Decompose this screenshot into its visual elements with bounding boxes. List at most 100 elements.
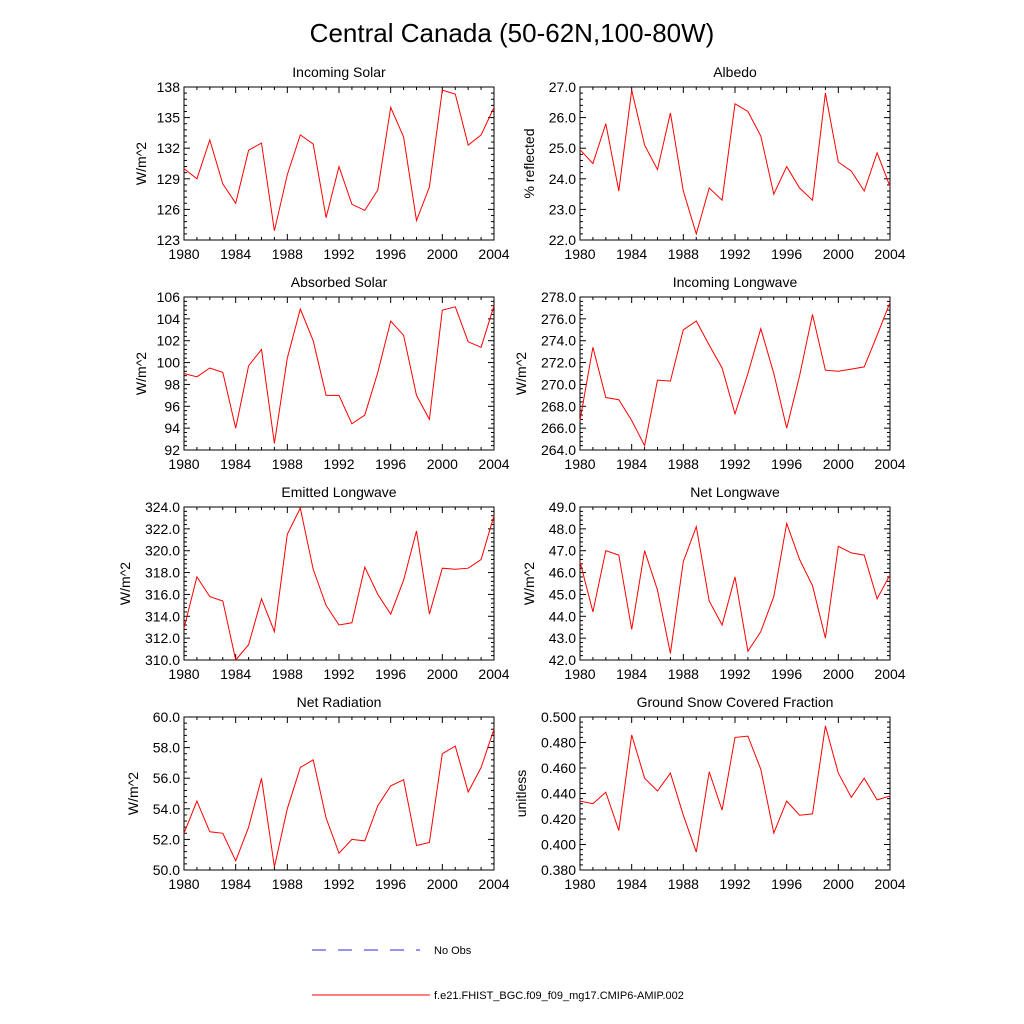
albedo-xtick-label: 1996 [771,246,802,262]
incoming-longwave-xtick-label: 1988 [668,456,699,472]
emitted-longwave-xtick-label: 1992 [323,666,354,682]
incoming-solar-ytick-label: 138 [157,79,181,95]
emitted-longwave-ytick-label: 322.0 [145,521,180,537]
ground-snow-covered-fraction-ytick-label: 0.400 [541,837,576,853]
ground-snow-covered-fraction-xtick-label: 1992 [719,876,750,892]
albedo-ytick-label: 25.0 [549,140,576,156]
incoming-solar-ylabel: W/m^2 [133,142,149,185]
incoming-solar-ytick-label: 129 [157,171,181,187]
emitted-longwave-panel: Emitted Longwave 1980 1984 1988 1992 1996 2000… [117,484,510,682]
net-longwave-panel: Net Longwave 1980 1984 1988 1992 1996 2000 2004… [521,484,906,682]
incoming-longwave-ytick-label: 276.0 [541,311,576,327]
ground-snow-covered-fraction-title: Ground Snow Covered Fraction [637,694,834,710]
incoming-longwave-xtick-label: 2004 [874,456,905,472]
incoming-solar-xtick-label: 1980 [168,246,199,262]
emitted-longwave-xtick-label: 1996 [375,666,406,682]
absorbed-solar-xtick-label: 1988 [272,456,303,472]
ground-snow-covered-fraction-ytick-label: 0.480 [541,735,576,751]
incoming-longwave-ytick-label: 274.0 [541,333,576,349]
net-radiation-xtick-label: 1988 [272,876,303,892]
net-longwave-xtick-label: 1980 [564,666,595,682]
ground-snow-covered-fraction-series-line [579,725,891,853]
ground-snow-covered-fraction-ytick-label: 0.440 [541,786,576,802]
net-radiation-frame [183,716,495,871]
net-longwave-ytick-label: 48.0 [549,521,576,537]
emitted-longwave-xtick-label: 1980 [168,666,199,682]
albedo-ytick-label: 24.0 [549,171,576,187]
absorbed-solar-ytick-label: 102 [157,333,181,349]
net-longwave-ytick-label: 46.0 [549,565,576,581]
incoming-longwave-xtick-label: 1984 [616,456,647,472]
legend-model-label: f.e21.FHIST_BGC.f09_f09_mg17.CMIP6-AMIP.… [434,990,684,1002]
net-longwave-series-line [579,521,891,654]
albedo-xtick-label: 1984 [616,246,647,262]
albedo-ytick-label: 27.0 [549,79,576,95]
incoming-longwave-xtick-label: 1992 [719,456,750,472]
incoming-solar-ytick-label: 135 [157,110,181,126]
net-radiation-ytick-label: 56.0 [153,770,180,786]
absorbed-solar-ytick-label: 106 [157,289,181,305]
net-longwave-xtick-label: 1984 [616,666,647,682]
net-radiation-panel: Net Radiation 1980 1984 1988 1992 1996 2000 200… [125,694,510,892]
albedo-xtick-label: 1992 [719,246,750,262]
absorbed-solar-ytick-label: 94 [164,420,180,436]
emitted-longwave-ylabel: W/m^2 [117,562,133,605]
net-longwave-ytick-label: 42.0 [549,652,576,668]
net-longwave-ytick-label: 45.0 [549,586,576,602]
absorbed-solar-frame [183,296,495,451]
emitted-longwave-ytick-label: 314.0 [145,608,180,624]
ground-snow-covered-fraction-ylabel: unitless [513,770,529,817]
albedo-ytick-label: 26.0 [549,110,576,126]
ground-snow-covered-fraction-ytick-label: 0.460 [541,760,576,776]
incoming-solar-xtick-label: 1992 [323,246,354,262]
net-radiation-ytick-label: 60.0 [153,709,180,725]
emitted-longwave-title: Emitted Longwave [281,484,396,500]
emitted-longwave-xtick-label: 2000 [427,666,458,682]
net-radiation-ytick-label: 54.0 [153,801,180,817]
legend: No Obs f.e21.FHIST_BGC.f09_f09_mg17.CMIP… [312,945,684,1002]
incoming-solar-frame [183,86,495,241]
absorbed-solar-ylabel: W/m^2 [133,352,149,395]
incoming-solar-ytick-label: 123 [157,232,181,248]
albedo-ytick-label: 22.0 [549,232,576,248]
ground-snow-covered-fraction-xtick-label: 2000 [823,876,854,892]
incoming-longwave-ytick-label: 272.0 [541,355,576,371]
net-longwave-xtick-label: 2004 [874,666,905,682]
incoming-longwave-xtick-label: 2000 [823,456,854,472]
absorbed-solar-xtick-label: 1980 [168,456,199,472]
ground-snow-covered-fraction-xtick-label: 1984 [616,876,647,892]
net-longwave-xtick-label: 2000 [823,666,854,682]
incoming-longwave-ytick-label: 266.0 [541,420,576,436]
net-longwave-ytick-label: 49.0 [549,499,576,515]
absorbed-solar-ytick-label: 100 [157,355,181,371]
net-radiation-series-line [183,729,495,868]
ground-snow-covered-fraction-panel: Ground Snow Covered Fraction 1980 1984 1988… [513,694,906,892]
incoming-longwave-title: Incoming Longwave [673,274,798,290]
net-longwave-ylabel: W/m^2 [521,562,537,605]
net-longwave-ytick-label: 43.0 [549,630,576,646]
albedo-xtick-label: 1988 [668,246,699,262]
emitted-longwave-xtick-label: 2004 [478,666,509,682]
net-radiation-xtick-label: 1992 [323,876,354,892]
absorbed-solar-xtick-label: 1984 [220,456,251,472]
figure-title: Central Canada (50-62N,100-80W) [310,18,715,48]
net-longwave-title: Net Longwave [690,484,780,500]
incoming-solar-title: Incoming Solar [292,64,386,80]
albedo-ytick-label: 23.0 [549,201,576,217]
net-longwave-ytick-label: 47.0 [549,543,576,559]
albedo-xtick-label: 1980 [564,246,595,262]
incoming-longwave-frame [579,296,891,451]
absorbed-solar-ytick-label: 104 [157,311,181,327]
net-radiation-title: Net Radiation [297,694,382,710]
emitted-longwave-ytick-label: 312.0 [145,630,180,646]
emitted-longwave-xtick-label: 1988 [272,666,303,682]
incoming-solar-xtick-label: 1984 [220,246,251,262]
albedo-frame [579,86,891,241]
incoming-longwave-panel: Incoming Longwave 1980 1984 1988 1992 1996 200… [513,274,906,472]
emitted-longwave-ytick-label: 316.0 [145,586,180,602]
net-longwave-frame [579,506,891,661]
incoming-longwave-ytick-label: 268.0 [541,398,576,414]
incoming-solar-xtick-label: 2000 [427,246,458,262]
incoming-solar-xtick-label: 1988 [272,246,303,262]
albedo-xtick-label: 2000 [823,246,854,262]
